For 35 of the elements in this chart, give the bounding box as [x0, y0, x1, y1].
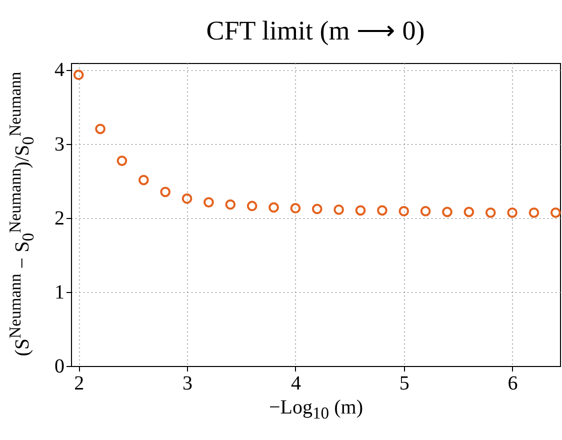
point [550, 207, 561, 218]
point [398, 206, 410, 216]
point [528, 207, 540, 218]
point [182, 193, 192, 204]
point [73, 70, 84, 80]
point [204, 197, 214, 208]
point [442, 206, 452, 218]
y-tick-label: 4 [54, 59, 64, 82]
y-tick-label: 1 [54, 281, 64, 304]
y-tick-label: 2 [54, 207, 64, 230]
point [420, 206, 431, 216]
point [246, 200, 258, 212]
x-tick-label: 3 [182, 372, 193, 394]
point [334, 204, 344, 215]
point [268, 202, 279, 213]
point [377, 205, 388, 216]
chart-title: CFT limit (m ⟶ 0) [206, 16, 425, 46]
x-tick-label: 6 [508, 372, 518, 394]
point [507, 207, 518, 218]
point [464, 206, 474, 218]
y-tick-label: 0 [54, 356, 64, 378]
point [95, 124, 106, 134]
x-tick-label: 4 [290, 372, 301, 394]
point [355, 205, 366, 216]
point [116, 156, 128, 166]
x-tick-label: 5 [399, 372, 410, 394]
point [160, 186, 171, 198]
point [485, 207, 496, 218]
point [225, 199, 236, 210]
point [138, 174, 149, 186]
y-tick-label: 3 [54, 133, 64, 156]
point [312, 204, 322, 214]
x-axis-title: −Log$_{10}$ (m) [268, 396, 364, 424]
point [290, 203, 301, 214]
x-tick-label: 2 [74, 372, 84, 394]
